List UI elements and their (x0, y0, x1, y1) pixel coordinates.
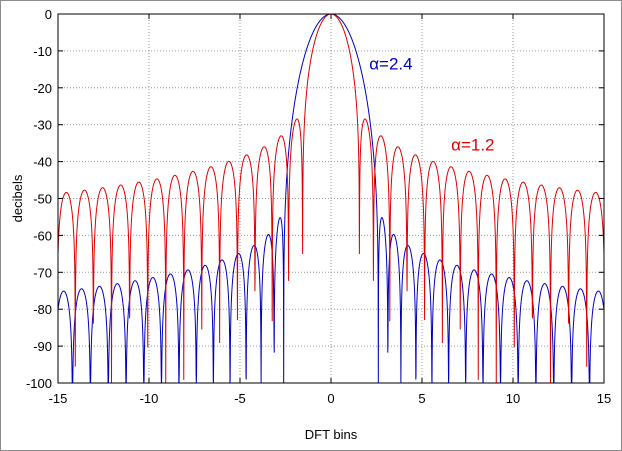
series-annotation-2: α=1.2 (451, 136, 494, 155)
series-group (58, 14, 604, 383)
series-annotations: α=2.4 α=1.2 (369, 54, 494, 154)
y-tick-label: -60 (33, 228, 52, 243)
x-tick-label: -5 (234, 391, 246, 406)
y-tick-label: -80 (33, 302, 52, 317)
x-tick-label: 0 (327, 391, 334, 406)
y-tick-label: -10 (33, 44, 52, 59)
x-tick-label: 5 (418, 391, 425, 406)
y-tick-label: -100 (26, 376, 52, 391)
y-tick-label: 0 (45, 7, 52, 22)
x-tick-label: -10 (140, 391, 159, 406)
x-axis-label: DFT bins (305, 427, 358, 442)
series-line-2 (58, 14, 604, 383)
y-tick-label: -40 (33, 155, 52, 170)
x-tick-label: 10 (506, 391, 520, 406)
tick-marks (57, 13, 605, 384)
series-line-1 (58, 14, 604, 383)
y-tick-label: -90 (33, 339, 52, 354)
x-tick-label: -15 (49, 391, 68, 406)
y-tick-label: -30 (33, 118, 52, 133)
y-tick-label: -20 (33, 81, 52, 96)
tick-labels: -15 -10 -5 0 5 10 150-10-20-30-40-50-60-70-80-… (26, 7, 611, 406)
y-axis-label: decibels (10, 174, 25, 222)
series-annotation-1: α=2.4 (369, 54, 412, 73)
x-tick-label: 15 (597, 391, 611, 406)
y-tick-label: -70 (33, 265, 52, 280)
grid-lines (58, 14, 604, 383)
y-tick-label: -50 (33, 192, 52, 207)
